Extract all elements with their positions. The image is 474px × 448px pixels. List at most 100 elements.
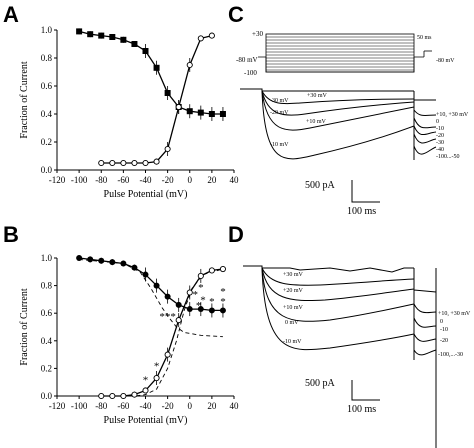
protocol-label-plus30: +30 [252,30,263,38]
significance-marker: * [165,311,171,323]
significance-marker: * [143,374,149,386]
data-point [142,387,149,394]
chart-b: -120 -100 -80 -60 -40 -20 0 20 40 0.0 0.2 0.4 0.6 0.8… [19,253,239,426]
trace-c-plus30 [240,88,414,92]
trace-d-label-plus30: +30 mV [283,272,304,278]
trace-d-label-minus10: -10 mV [283,339,302,345]
protocol-step-stack [265,33,415,73]
trace-c-plus10 [261,90,415,131]
data-point [186,306,193,313]
tail-d-label-2: -10 [440,327,448,333]
tail-d-label-0: +10, +30 mV [438,311,471,317]
data-point [197,35,204,42]
data-point [164,90,171,96]
chart-a: -120 -100 -80 -60 -40 -20 0 20 40 0.0 0.2 0.4 0.6 0.8… [19,25,239,200]
protocol-label-50ms: 50 ms [417,35,432,41]
data-point [208,307,215,314]
reference-fit-curve [101,268,224,397]
x-tick-label: -80 [95,175,107,185]
data-point [175,103,182,111]
data-point [87,256,94,263]
panel-label-c: C [228,2,244,27]
data-point [76,255,83,261]
panel-c-protocol [258,33,424,73]
y-tick-label: 1.0 [41,25,53,35]
trace-d-label-0: 0 mV [285,320,299,326]
data-point [131,391,138,398]
y-tick-label: 0.4 [41,109,53,119]
y-tick-label: 0.2 [41,363,52,373]
y-tick-label: 0.6 [41,81,53,91]
x-tick-label: -100 [71,175,88,185]
protocol-label-minus80-right: -80 mV [436,58,455,64]
data-point [98,159,105,167]
data-point [98,257,105,264]
protocol-label-minus100: -100 [244,69,257,77]
trace-d-tails [413,268,437,360]
trace-d-label-plus10: +10 mV [283,305,304,311]
data-point [186,289,193,296]
data-point [142,48,149,54]
y-tick-label: 1.0 [41,253,53,263]
trace-c-minus30 [261,90,415,105]
significance-marker: * [154,361,160,373]
protocol-label-minus80: -80 mV [236,56,258,64]
data-point [131,159,138,167]
trace-d-plus30 [243,265,414,273]
trace-d-label-plus20: +20 mV [283,288,304,294]
y-tick-label: 0.8 [41,53,53,63]
data-point [197,272,204,279]
x-tick-label: 20 [207,175,217,185]
data-point [208,111,215,117]
x-tick-label: 0 [188,175,193,185]
scale-c-current: 500 pA [305,180,336,191]
x-tick-label: -80 [95,401,107,411]
x-tick-label: 0 [188,401,193,411]
data-point [219,111,226,117]
data-point [197,306,204,313]
data-point [109,34,116,40]
scale-d-current: 500 pA [305,378,336,389]
x-tick-label: 20 [207,401,217,411]
trace-c-minus10 [261,90,415,160]
x-tick-label: -40 [140,175,152,185]
x-tick-label: -120 [49,401,66,411]
panel-d-tail-labels: +10, +30 mV 0 -10 -20 -100,...-30 [438,311,471,358]
significance-marker: * [198,282,204,294]
data-point [109,259,116,266]
trace-d-plus10 [261,267,415,302]
series-0-fit-line [78,30,223,115]
tail-c-label-3: -20 [436,133,444,139]
trace-c-label-minus10: -10 mV [270,142,289,148]
data-point [142,271,149,278]
panel-c-traces [240,88,437,160]
data-point [175,317,182,324]
scale-c-time: 100 ms [347,206,376,217]
data-point [186,108,193,115]
data-point [175,301,182,308]
trace-c-tails [413,91,437,160]
data-point [219,265,226,273]
trace-d-plus20 [261,267,415,286]
trace-d-minus10 [261,267,415,351]
data-point [131,264,138,271]
significance-marker: * [200,294,206,306]
y-tick-label: 0.6 [41,308,53,318]
x-tick-label: -60 [117,401,129,411]
y-tick-label: 0.8 [41,281,53,291]
x-tick-label: 40 [230,401,240,411]
reference-fit-curve [79,258,223,338]
x-tick-label: -120 [49,175,66,185]
scale-bar-c [351,180,380,203]
data-point [153,64,160,71]
significance-marker: * [170,311,176,323]
tail-d-label-3: -20 [440,338,448,344]
panel-label-d: D [228,222,244,247]
data-point [153,282,160,289]
y-tick-label: 0.2 [41,137,52,147]
data-point [186,61,193,69]
trace-c-label-plus30: +30 mV [307,93,328,99]
x-tick-label: -20 [162,401,174,411]
trace-c-label-plus10: +10 mV [306,119,327,125]
